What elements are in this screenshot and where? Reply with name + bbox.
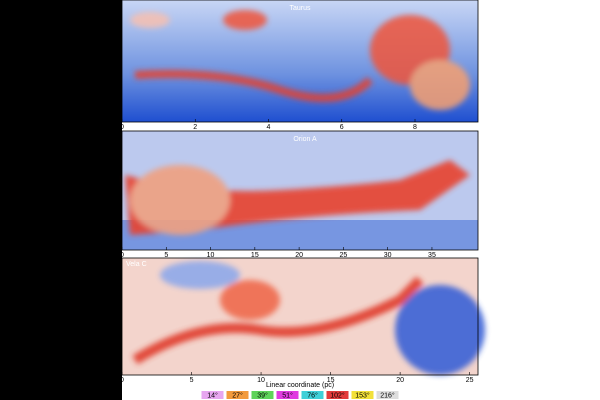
- x-tick-label: 30: [384, 252, 392, 259]
- x-tick-label: 0: [120, 124, 124, 131]
- legend-label: 216°: [380, 391, 395, 399]
- x-tick-label: 0: [120, 377, 124, 384]
- legend-swatch: [276, 391, 299, 399]
- x-tick-label: 20: [295, 252, 303, 259]
- legend-label: 76°: [307, 391, 318, 399]
- x-tick-label: 15: [327, 377, 335, 384]
- x-tick-label: 2: [193, 124, 197, 131]
- x-tick-label: 10: [257, 377, 265, 384]
- legend-swatch: [251, 391, 274, 399]
- panel-frame: [121, 130, 479, 251]
- legend-label: 153°: [355, 391, 370, 399]
- x-tick-label: 5: [190, 377, 194, 384]
- panel-title: Vela C: [126, 261, 147, 268]
- legend-swatch: [351, 391, 374, 399]
- panel-image: [122, 258, 485, 375]
- x-tick-label: 25: [466, 377, 474, 384]
- legend-swatch: [326, 391, 349, 399]
- panel-frame: [121, 257, 479, 376]
- x-axis-label: Linear coordinate (pc): [266, 382, 334, 389]
- x-tick-label: 15: [251, 252, 259, 259]
- x-tick-label: 35: [428, 252, 436, 259]
- panel-title: Orion A: [293, 136, 317, 143]
- panel-image: [122, 131, 478, 250]
- legend-swatch: [376, 391, 399, 399]
- x-tick-label: 8: [413, 124, 417, 131]
- legend-swatch: [201, 391, 224, 399]
- x-tick-label: 0: [120, 252, 124, 259]
- x-tick-label: 10: [207, 252, 215, 259]
- x-tick-label: 20: [396, 377, 404, 384]
- x-tick-label: 5: [164, 252, 168, 259]
- x-tick-label: 25: [339, 252, 347, 259]
- panel-image: [122, 0, 478, 122]
- legend-swatch: [301, 391, 324, 399]
- legend-label: 14°: [207, 391, 218, 399]
- legend-label: 39°: [257, 391, 268, 399]
- legend-swatch: [226, 391, 249, 399]
- panel-frame: [121, 0, 479, 123]
- x-tick-label: 6: [340, 124, 344, 131]
- legend-label: 27°: [232, 391, 243, 399]
- legend-label: 51°: [282, 391, 293, 399]
- legend-label: 102°: [330, 391, 345, 399]
- panel-title: Taurus: [289, 5, 311, 12]
- x-tick-label: 4: [267, 124, 271, 131]
